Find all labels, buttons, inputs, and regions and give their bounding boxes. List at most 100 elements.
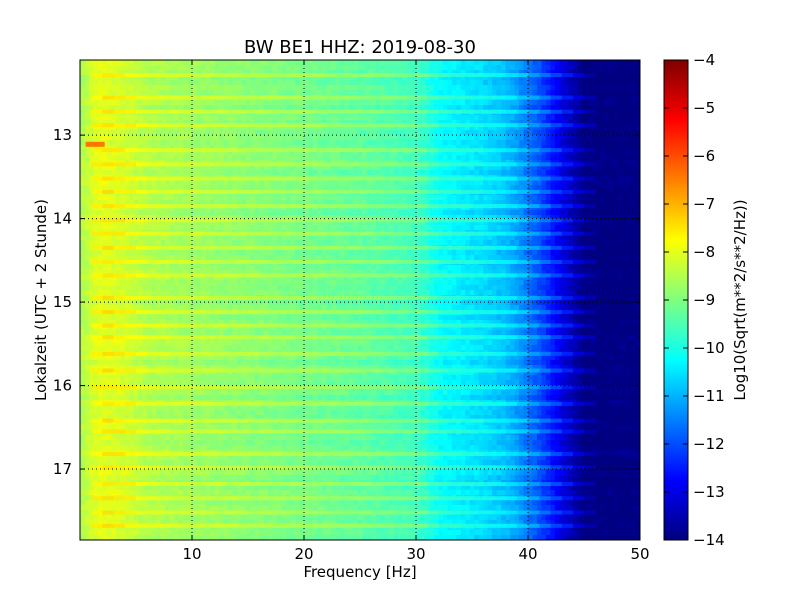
heatmap-cell (151, 75, 157, 81)
heatmap-cell (192, 120, 198, 126)
heatmap-cell (187, 60, 193, 66)
heatmap-cell (214, 255, 220, 261)
heatmap-cell (465, 180, 471, 186)
heatmap-cell (326, 130, 332, 136)
heatmap-cell (384, 140, 390, 146)
heatmap-cell (451, 195, 457, 201)
heatmap-cell (604, 60, 610, 66)
heatmap-cell (416, 150, 422, 156)
heatmap-cell (519, 150, 525, 156)
heatmap-cell (631, 115, 637, 121)
heatmap-cell (97, 220, 103, 226)
heatmap-cell (129, 100, 135, 106)
heatmap-cell (608, 130, 614, 136)
heatmap-cell (147, 60, 153, 66)
heatmap-cell (550, 90, 556, 96)
heatmap-cell (541, 145, 547, 151)
heatmap-cell (447, 220, 453, 226)
heatmap-cell (536, 165, 543, 171)
heatmap-cell (183, 215, 189, 221)
heatmap-cell (187, 70, 193, 76)
heatmap-cell (290, 105, 296, 111)
heatmap-cell (317, 140, 323, 146)
heatmap-cell (545, 120, 551, 126)
heatmap-cell (156, 165, 162, 171)
heatmap-cell (129, 130, 135, 136)
heatmap-cell (232, 105, 238, 111)
heatmap-cell (165, 90, 171, 96)
heatmap-cell (326, 165, 332, 171)
heatmap-cell (514, 255, 520, 261)
heatmap-cell (227, 60, 233, 66)
heatmap-cell (608, 120, 614, 126)
heatmap-cell (505, 70, 511, 76)
heatmap-cell (635, 185, 640, 191)
heatmap-cell (393, 235, 399, 241)
heatmap-cell (433, 250, 439, 256)
heatmap-cell (335, 235, 341, 241)
heatmap-cell (192, 115, 198, 121)
heatmap-cell (88, 220, 95, 226)
heatmap-cell (411, 120, 417, 126)
heatmap-cell (429, 185, 435, 191)
heatmap-cell (362, 200, 368, 206)
heatmap-cell (133, 145, 139, 151)
heatmap-cell (420, 240, 426, 246)
heatmap-cell (402, 120, 408, 126)
heatmap-cell (501, 130, 507, 136)
heatmap-cell (286, 210, 292, 216)
heatmap-cell (326, 115, 332, 121)
heatmap-cell (259, 165, 265, 171)
heatmap-cell (97, 150, 103, 156)
heatmap-cell (272, 180, 278, 186)
heatmap-cell (187, 100, 193, 106)
heatmap-cell (523, 255, 529, 261)
heatmap-cell (330, 70, 336, 76)
heatmap-cell (151, 195, 157, 201)
heatmap-cell (613, 195, 619, 201)
heatmap-cell (460, 85, 466, 91)
heatmap-cell (581, 170, 587, 176)
heatmap-cell (505, 135, 511, 141)
heatmap-cell (407, 60, 413, 66)
heatmap-cell (492, 80, 498, 86)
heatmap-cell (250, 135, 256, 141)
heatmap-cell (250, 220, 256, 226)
heatmap-cell (321, 180, 327, 186)
heatmap-cell (590, 215, 596, 221)
heatmap-cell (241, 135, 247, 141)
heatmap-cell (442, 80, 448, 86)
heatmap-cell (631, 165, 637, 171)
heatmap-cell (469, 150, 475, 156)
heatmap-cell (227, 135, 233, 141)
heatmap-cell (366, 120, 372, 126)
heatmap-cell (362, 240, 368, 246)
heatmap-cell (236, 90, 242, 96)
heatmap-cell (357, 125, 363, 131)
heatmap-cell (523, 130, 529, 136)
heatmap-cell (568, 80, 574, 86)
heatmap-cell (572, 250, 578, 256)
heatmap-cell (147, 105, 153, 111)
heatmap-cell (604, 185, 610, 191)
heatmap-cell (102, 105, 108, 111)
heatmap-cell (312, 250, 319, 256)
heatmap-cell (617, 150, 623, 156)
heatmap-cell (366, 75, 372, 81)
heatmap-cell (469, 185, 475, 191)
heatmap-cell (366, 235, 372, 241)
heatmap-cell (514, 130, 520, 136)
heatmap-cell (295, 195, 301, 201)
heatmap-cell (223, 215, 229, 221)
heatmap-cell (214, 145, 220, 151)
heatmap-cell (84, 135, 90, 141)
heatmap-cell (581, 200, 587, 206)
heatmap-cell (474, 180, 480, 186)
heatmap-cell (554, 235, 560, 241)
heatmap-cell (88, 90, 95, 96)
heatmap-cell (151, 80, 157, 86)
heatmap-cell (613, 60, 619, 66)
heatmap-cell (335, 115, 341, 121)
heatmap-cell (344, 75, 350, 81)
heatmap-cell (465, 100, 471, 106)
